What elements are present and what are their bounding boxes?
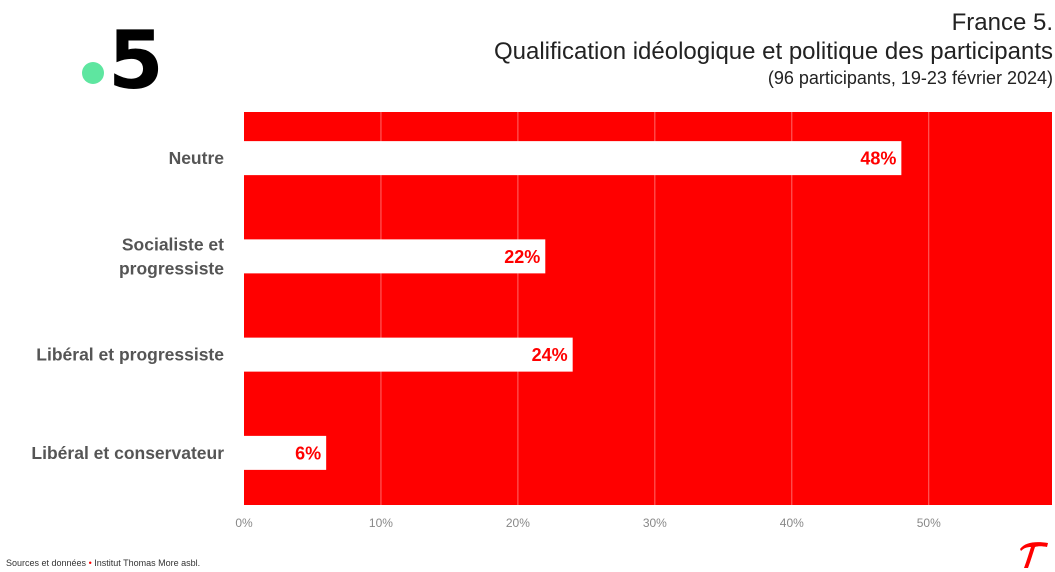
x-tick-label: 30%: [643, 516, 667, 530]
bar: [244, 239, 546, 274]
logo-dot-icon: [82, 62, 104, 84]
data-label: 24%: [532, 345, 568, 365]
gridlines: [380, 112, 930, 505]
data-label: 6%: [295, 443, 321, 463]
thomas-more-logo-icon: [1020, 542, 1048, 568]
category-label: Libéral et conservateur: [31, 443, 224, 463]
category-label: Socialiste et progressiste: [119, 234, 224, 278]
data-label: 48%: [860, 149, 896, 169]
source-text: Sources et données: [6, 558, 87, 568]
source-footer: Sources et données • Institut Thomas Mor…: [6, 557, 200, 569]
bar: [244, 141, 902, 176]
x-tick-label: 20%: [506, 516, 530, 530]
x-tick-label: 10%: [369, 516, 393, 530]
data-label: 22%: [504, 247, 540, 267]
chart-title: Qualification idéologique et politique d…: [493, 38, 1053, 65]
category-label: Neutre: [169, 148, 225, 168]
source-separator: •: [88, 558, 92, 568]
category-labels: Neutre Socialiste et progressiste Libéral e…: [31, 148, 224, 463]
category-label: Libéral et progressiste: [36, 345, 224, 365]
chart-title-line1: France 5.: [951, 9, 1053, 36]
france5-logo: 5: [80, 16, 170, 106]
bar: [244, 337, 573, 372]
chart-subtitle: (96 participants, 19-23 février 2024): [767, 68, 1053, 88]
x-tick-label: 40%: [780, 516, 804, 530]
x-tick-label: 0%: [235, 516, 253, 530]
plot-background: [244, 112, 1052, 505]
logo-number: 5: [108, 14, 164, 107]
bar: [244, 435, 327, 470]
source-organization: Institut Thomas More asbl.: [94, 558, 201, 568]
x-axis-ticks: 0% 10% 20% 30% 40% 50%: [235, 516, 941, 530]
title-block: France 5. Qualification idéologique et p…: [494, 8, 1053, 89]
bars: 48% 22% 24% 6%: [244, 141, 902, 470]
x-tick-label: 50%: [917, 516, 941, 530]
